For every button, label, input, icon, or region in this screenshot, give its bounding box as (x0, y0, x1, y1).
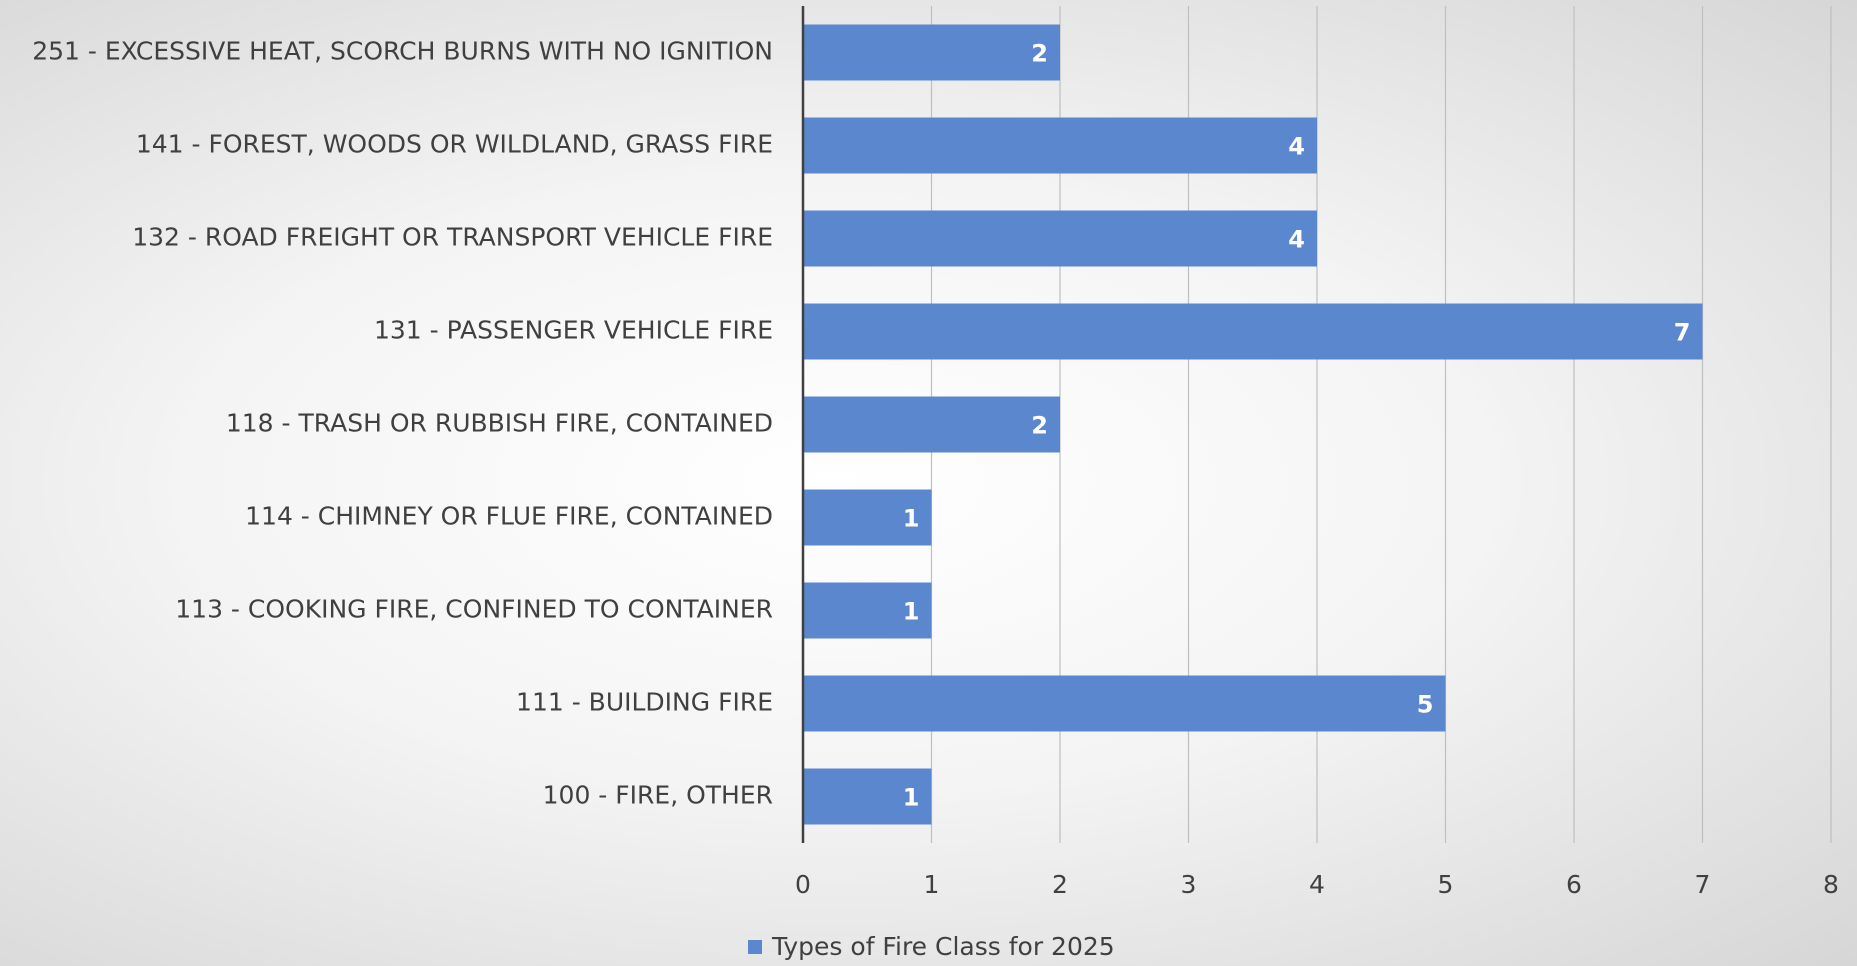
x-tick-label: 6 (1566, 870, 1582, 899)
bar (803, 675, 1446, 732)
legend-swatch (748, 940, 762, 954)
legend-label: Types of Fire Class for 2025 (771, 932, 1115, 961)
data-label: 2 (1031, 412, 1048, 440)
y-tick-label: 113 - COOKING FIRE, CONFINED TO CONTAINE… (175, 595, 773, 624)
data-label: 1 (903, 505, 920, 533)
x-tick-label: 8 (1823, 870, 1839, 899)
x-tick-label: 1 (924, 870, 940, 899)
data-label: 1 (903, 784, 920, 812)
bar (803, 117, 1317, 174)
data-label: 1 (903, 598, 920, 626)
x-tick-label: 3 (1181, 870, 1197, 899)
bar (803, 489, 932, 546)
y-tick-label: 111 - BUILDING FIRE (516, 688, 773, 717)
y-tick-label: 118 - TRASH OR RUBBISH FIRE, CONTAINED (226, 409, 773, 438)
x-tick-label: 4 (1309, 870, 1325, 899)
y-tick-label: 131 - PASSENGER VEHICLE FIRE (374, 316, 773, 345)
bar (803, 396, 1060, 453)
y-tick-label: 100 - FIRE, OTHER (543, 781, 773, 810)
bar (803, 768, 932, 825)
y-tick-label: 251 - EXCESSIVE HEAT, SCORCH BURNS WITH … (32, 37, 773, 66)
x-tick-label: 0 (795, 870, 811, 899)
bar (803, 210, 1317, 267)
x-tick-label: 2 (1052, 870, 1068, 899)
bar (803, 582, 932, 639)
bar (803, 303, 1703, 360)
x-tick-label: 5 (1438, 870, 1454, 899)
data-label: 4 (1288, 226, 1305, 254)
y-tick-label: 132 - ROAD FREIGHT OR TRANSPORT VEHICLE … (132, 223, 773, 252)
y-tick-label: 114 - CHIMNEY OR FLUE FIRE, CONTAINED (245, 502, 773, 531)
data-label: 2 (1031, 40, 1048, 68)
bar (803, 24, 1060, 81)
data-label: 5 (1417, 691, 1434, 719)
data-label: 4 (1288, 133, 1305, 161)
x-tick-label: 7 (1695, 870, 1711, 899)
y-tick-label: 141 - FOREST, WOODS OR WILDLAND, GRASS F… (136, 130, 773, 159)
data-label: 7 (1674, 319, 1691, 347)
